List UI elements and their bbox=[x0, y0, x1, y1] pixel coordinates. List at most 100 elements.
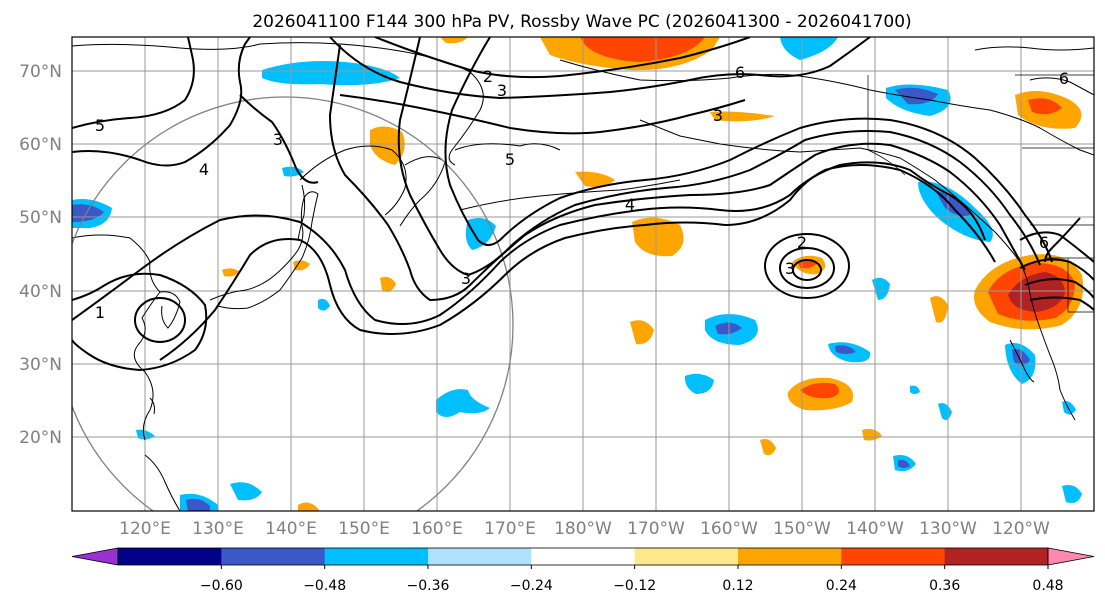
anomaly-warm-subtrop-core bbox=[800, 382, 839, 399]
anomaly-cold-alaska-core bbox=[935, 190, 972, 216]
coast-sakhalin bbox=[297, 184, 306, 241]
pv-contour-east-d bbox=[1044, 217, 1081, 263]
anomaly-cold-f bbox=[684, 373, 714, 394]
lat-label: 60°N bbox=[19, 135, 62, 155]
contour-label-6-top: 6 bbox=[735, 63, 745, 82]
contour-label-4-aleut: 4 bbox=[625, 195, 635, 214]
lon-label: 140°W bbox=[846, 519, 904, 539]
anomaly-warm-us-core bbox=[1008, 272, 1065, 312]
coast-taiwan bbox=[149, 397, 155, 415]
pv-contour-6-east bbox=[1019, 231, 1094, 263]
anomaly-warm-g bbox=[862, 428, 882, 441]
colorbar-segment bbox=[634, 548, 739, 565]
pv-contour-4-west bbox=[72, 37, 251, 167]
map-area: 5 2 3 6 3 5 4 4 3 1 2 3 6 6 3 bbox=[72, 37, 1094, 511]
pv-contours bbox=[72, 37, 1094, 372]
lon-label: 160°E bbox=[411, 519, 463, 539]
colorbar-segment bbox=[324, 548, 429, 565]
colorbar-segment bbox=[428, 548, 532, 565]
anomaly-warm-b bbox=[930, 296, 948, 323]
anomaly-cold-p bbox=[318, 298, 330, 311]
colorbar-tick-label: −0.48 bbox=[303, 578, 346, 594]
anomaly-cold-central bbox=[465, 218, 496, 250]
contour-label-3-cutoff: 3 bbox=[785, 259, 795, 278]
coast-korea bbox=[159, 291, 181, 329]
anomaly-warm-h bbox=[298, 502, 320, 511]
anomaly-cold-q bbox=[1062, 401, 1076, 415]
anomaly-fills bbox=[72, 37, 1084, 511]
colorbar-segment bbox=[531, 548, 636, 565]
anomaly-warm-c bbox=[380, 276, 396, 292]
pv-cutoff-inner bbox=[792, 259, 822, 281]
pv-contour-wave-5 bbox=[444, 37, 1053, 263]
colorbar-extend-low bbox=[71, 547, 119, 566]
pv-contour-wave-2 bbox=[159, 164, 996, 361]
coast-okhotsk bbox=[299, 145, 407, 216]
pv-contour-1-west bbox=[72, 272, 208, 372]
colorbar-tick-label: −0.24 bbox=[510, 578, 553, 594]
anomaly-warm-f bbox=[760, 439, 776, 456]
anomaly-cold-j-core bbox=[186, 498, 210, 511]
lon-label: 170°E bbox=[484, 519, 536, 539]
anomaly-cold-l bbox=[1062, 485, 1082, 503]
anomaly-cold-h bbox=[436, 389, 490, 417]
anomaly-warm-ne-core bbox=[1028, 98, 1062, 115]
lat-label: 70°N bbox=[19, 62, 62, 82]
anomaly-warm-i bbox=[440, 37, 468, 44]
pv-contour-wave-1 bbox=[72, 161, 986, 325]
pv-contour-3-upper bbox=[239, 94, 319, 184]
contour-label-6-east: 6 bbox=[1039, 233, 1049, 252]
contour-label-3-okhotsk: 3 bbox=[273, 130, 283, 149]
colorbar-tick-label: 0.36 bbox=[929, 578, 960, 594]
contour-label-5-nw: 5 bbox=[95, 116, 105, 135]
contour-label-2-cutoff: 2 bbox=[797, 233, 807, 252]
coast-kamchatka bbox=[399, 156, 446, 227]
lon-label: 130°W bbox=[919, 519, 977, 539]
lon-label: 120°E bbox=[119, 519, 171, 539]
colorbar-tick-label: −0.60 bbox=[200, 578, 243, 594]
coast-canada-arctic bbox=[974, 46, 1094, 51]
contour-label-1-west: 1 bbox=[95, 303, 105, 322]
contour-label-3-alaska: 3 bbox=[713, 106, 723, 125]
pv-contour-5-west bbox=[72, 37, 195, 129]
anomaly-cold-m bbox=[938, 403, 952, 420]
coast-aleutians bbox=[459, 179, 681, 211]
colorbar-segment bbox=[738, 548, 842, 565]
reference-circle bbox=[72, 96, 514, 511]
lon-label: 150°W bbox=[773, 519, 831, 539]
coast-siberia-arctic bbox=[72, 42, 484, 166]
anomaly-cold-w-core bbox=[72, 204, 104, 222]
pv-contour-east-b bbox=[1024, 278, 1094, 299]
lon-label: 170°W bbox=[627, 519, 685, 539]
anomaly-warm-top-core bbox=[580, 37, 705, 62]
borders bbox=[867, 74, 1094, 313]
colorbar-segment bbox=[221, 548, 326, 565]
contour-label-4-west: 4 bbox=[199, 160, 209, 179]
coast-alaska bbox=[559, 59, 1094, 156]
lon-label: 130°E bbox=[192, 519, 244, 539]
anomaly-cold-i bbox=[230, 482, 262, 501]
lon-label: 140°E bbox=[265, 519, 317, 539]
lon-label: 150°E bbox=[338, 519, 390, 539]
pv-contour-3-top bbox=[329, 37, 871, 100]
lon-label: 180°W bbox=[554, 519, 612, 539]
anomaly-warm-a bbox=[630, 320, 654, 345]
pv-contour-5-mid bbox=[339, 94, 746, 135]
colorbar-tick-label: 0.48 bbox=[1032, 578, 1063, 594]
anomaly-warm-okhotsk bbox=[370, 126, 405, 165]
anomaly-cold-g bbox=[872, 277, 890, 300]
pv-contour-wave-3 bbox=[328, 44, 1026, 302]
lat-axis: 70°N 60°N 50°N 40°N 30°N 20°N bbox=[19, 62, 62, 448]
anomaly-cold-top-right bbox=[780, 37, 838, 60]
colorbar-segment bbox=[841, 548, 946, 565]
contour-labels: 5 2 3 6 3 5 4 4 3 1 2 3 6 6 3 bbox=[95, 63, 1069, 322]
colorbar-tick-label: 0.12 bbox=[722, 578, 753, 594]
colorbar-tick-label: 0.24 bbox=[826, 578, 857, 594]
lat-label: 30°N bbox=[19, 355, 62, 375]
anomaly-warm-aleut bbox=[575, 171, 615, 188]
pv-low-west bbox=[134, 297, 186, 343]
contour-label-3-top: 3 bbox=[497, 81, 507, 100]
coast-japan bbox=[209, 191, 319, 310]
colorbar-tick-label: −0.36 bbox=[407, 578, 450, 594]
anomaly-warm-e bbox=[222, 268, 240, 277]
